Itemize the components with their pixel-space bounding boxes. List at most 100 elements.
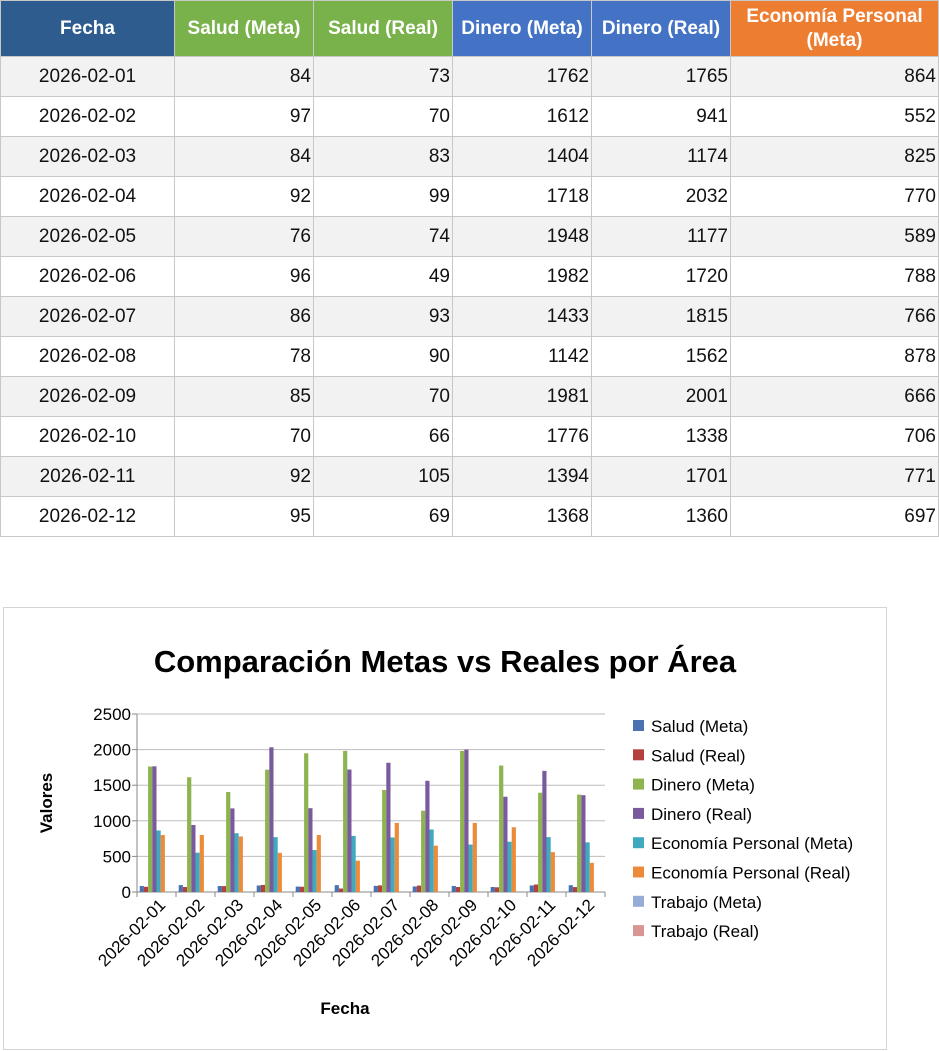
value-cell[interactable]: 76 bbox=[174, 216, 314, 257]
value-cell[interactable]: 105 bbox=[313, 456, 453, 497]
value-cell[interactable]: 96 bbox=[174, 256, 314, 297]
bar bbox=[382, 789, 387, 892]
bar bbox=[546, 837, 551, 892]
y-tick-label: 1000 bbox=[93, 812, 131, 831]
value-cell[interactable]: 706 bbox=[730, 416, 939, 457]
date-cell[interactable]: 2026-02-06 bbox=[0, 256, 175, 297]
value-cell[interactable]: 1720 bbox=[591, 256, 731, 297]
value-cell[interactable]: 73 bbox=[313, 56, 453, 97]
value-cell[interactable]: 92 bbox=[174, 456, 314, 497]
value-cell[interactable]: 697 bbox=[730, 496, 939, 537]
value-cell[interactable]: 66 bbox=[313, 416, 453, 457]
chart-container: Comparación Metas vs Reales por Área 0 500… bbox=[3, 607, 887, 1050]
value-cell[interactable]: 766 bbox=[730, 296, 939, 337]
value-cell[interactable]: 1338 bbox=[591, 416, 731, 457]
date-cell[interactable]: 2026-02-05 bbox=[0, 216, 175, 257]
value-cell[interactable]: 666 bbox=[730, 376, 939, 417]
value-cell[interactable]: 92 bbox=[174, 176, 314, 217]
value-cell[interactable]: 1981 bbox=[452, 376, 592, 417]
value-cell[interactable]: 1982 bbox=[452, 256, 592, 297]
bar bbox=[386, 762, 391, 892]
value-cell[interactable]: 1433 bbox=[452, 296, 592, 337]
value-cell[interactable]: 864 bbox=[730, 56, 939, 97]
value-cell[interactable]: 49 bbox=[313, 256, 453, 297]
value-cell[interactable]: 941 bbox=[591, 96, 731, 137]
bar bbox=[139, 886, 144, 892]
column-header[interactable]: Salud (Real) bbox=[313, 0, 453, 57]
date-cell[interactable]: 2026-02-11 bbox=[0, 456, 175, 497]
value-cell[interactable]: 1765 bbox=[591, 56, 731, 97]
value-cell[interactable]: 90 bbox=[313, 336, 453, 377]
value-cell[interactable]: 1368 bbox=[452, 496, 592, 537]
value-cell[interactable]: 70 bbox=[313, 376, 453, 417]
value-cell[interactable]: 2001 bbox=[591, 376, 731, 417]
value-cell[interactable]: 589 bbox=[730, 216, 939, 257]
date-cell[interactable]: 2026-02-09 bbox=[0, 376, 175, 417]
legend-swatch bbox=[633, 925, 644, 937]
value-cell[interactable]: 2032 bbox=[591, 176, 731, 217]
table-row: 2026-02-12 95 69 1368 1360 697 bbox=[0, 496, 939, 537]
bar bbox=[550, 852, 555, 892]
bar bbox=[182, 887, 188, 892]
date-cell[interactable]: 2026-02-02 bbox=[0, 96, 175, 137]
value-cell[interactable]: 1562 bbox=[591, 336, 731, 377]
value-cell[interactable]: 97 bbox=[174, 96, 314, 137]
value-cell[interactable]: 95 bbox=[174, 496, 314, 537]
column-header[interactable]: Fecha bbox=[0, 0, 175, 57]
value-cell[interactable]: 825 bbox=[730, 136, 939, 177]
date-cell[interactable]: 2026-02-07 bbox=[0, 296, 175, 337]
value-cell[interactable]: 1701 bbox=[591, 456, 731, 497]
value-cell[interactable]: 99 bbox=[313, 176, 453, 217]
value-cell[interactable]: 1718 bbox=[452, 176, 592, 217]
date-cell[interactable]: 2026-02-01 bbox=[0, 56, 175, 97]
column-header[interactable]: Salud (Meta) bbox=[174, 0, 314, 57]
value-cell[interactable]: 1360 bbox=[591, 496, 731, 537]
value-cell[interactable]: 878 bbox=[730, 336, 939, 377]
date-cell[interactable]: 2026-02-04 bbox=[0, 176, 175, 217]
value-cell[interactable]: 1142 bbox=[452, 336, 592, 377]
date-cell[interactable]: 2026-02-08 bbox=[0, 336, 175, 377]
value-cell[interactable]: 1815 bbox=[591, 296, 731, 337]
bar bbox=[338, 888, 344, 892]
date-cell[interactable]: 2026-02-10 bbox=[0, 416, 175, 457]
value-cell[interactable]: 84 bbox=[174, 56, 314, 97]
value-cell[interactable]: 85 bbox=[174, 376, 314, 417]
bar bbox=[355, 860, 360, 892]
table-row: 2026-02-02 97 70 1612 941 552 bbox=[0, 96, 939, 137]
bar bbox=[226, 792, 231, 892]
value-cell[interactable]: 69 bbox=[313, 496, 453, 537]
bar bbox=[217, 886, 222, 892]
table-row: 2026-02-07 86 93 1433 1815 766 bbox=[0, 296, 939, 337]
column-header[interactable]: Economía Personal (Meta) bbox=[730, 0, 939, 57]
bar-chart: Comparación Metas vs Reales por Área 0 500… bbox=[37, 644, 853, 1018]
value-cell[interactable]: 93 bbox=[313, 296, 453, 337]
legend-label: Trabajo (Real) bbox=[651, 922, 759, 941]
value-cell[interactable]: 78 bbox=[174, 336, 314, 377]
value-cell[interactable]: 788 bbox=[730, 256, 939, 297]
value-cell[interactable]: 1612 bbox=[452, 96, 592, 137]
bar bbox=[507, 841, 512, 892]
value-cell[interactable]: 70 bbox=[174, 416, 314, 457]
column-header[interactable]: Dinero (Real) bbox=[591, 0, 731, 57]
value-cell[interactable]: 1394 bbox=[452, 456, 592, 497]
value-cell[interactable]: 770 bbox=[730, 176, 939, 217]
value-cell[interactable]: 74 bbox=[313, 216, 453, 257]
value-cell[interactable]: 83 bbox=[313, 136, 453, 177]
value-cell[interactable]: 1404 bbox=[452, 136, 592, 177]
date-cell[interactable]: 2026-02-12 bbox=[0, 496, 175, 537]
column-header[interactable]: Dinero (Meta) bbox=[452, 0, 592, 57]
value-cell[interactable]: 70 bbox=[313, 96, 453, 137]
date-cell[interactable]: 2026-02-03 bbox=[0, 136, 175, 177]
value-cell[interactable]: 84 bbox=[174, 136, 314, 177]
value-cell[interactable]: 1177 bbox=[591, 216, 731, 257]
bar bbox=[433, 845, 438, 892]
value-cell[interactable]: 86 bbox=[174, 296, 314, 337]
value-cell[interactable]: 1174 bbox=[591, 136, 731, 177]
value-cell[interactable]: 771 bbox=[730, 456, 939, 497]
bar bbox=[187, 777, 192, 892]
value-cell[interactable]: 1762 bbox=[452, 56, 592, 97]
value-cell[interactable]: 1776 bbox=[452, 416, 592, 457]
value-cell[interactable]: 552 bbox=[730, 96, 939, 137]
bar bbox=[277, 852, 282, 892]
value-cell[interactable]: 1948 bbox=[452, 216, 592, 257]
